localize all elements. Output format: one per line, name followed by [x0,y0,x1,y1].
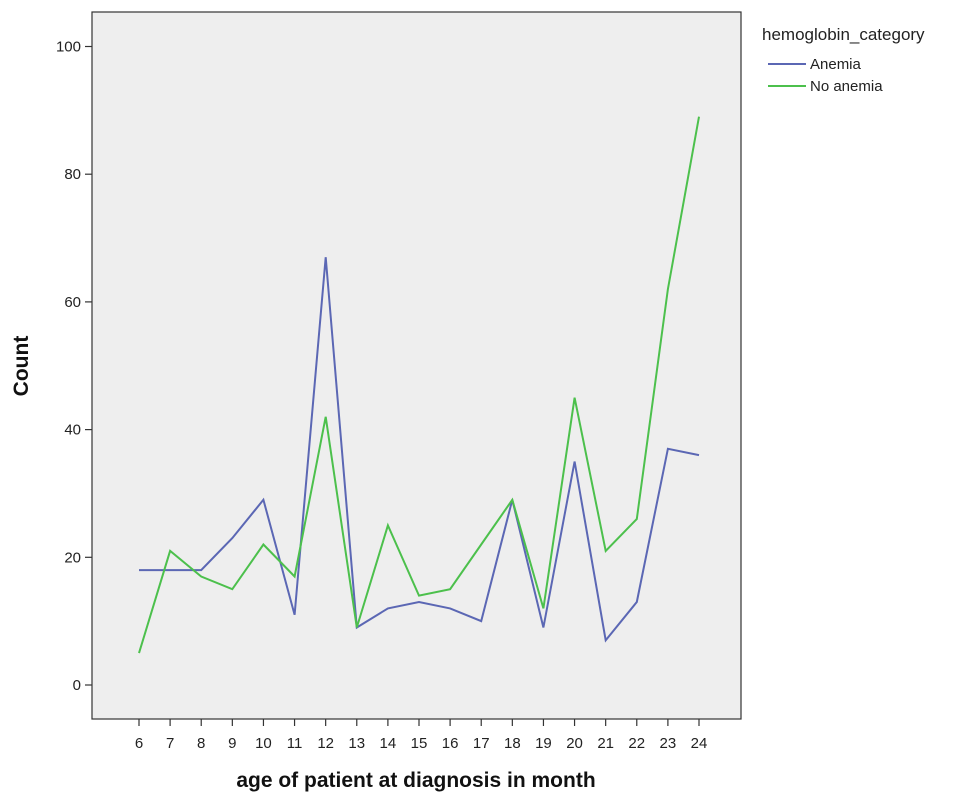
x-tick-label: 17 [473,735,490,752]
x-tick-label: 14 [380,735,397,752]
x-tick-label: 23 [660,735,677,752]
x-tick-label: 13 [348,735,365,752]
x-tick-label: 12 [317,735,334,752]
series-line-no-anemia [138,116,700,654]
x-tick-label: 11 [287,735,303,752]
x-tick-label: 19 [535,735,552,752]
y-tick-label: 0 [73,677,81,694]
x-tick-label: 20 [566,735,583,752]
series-lines [138,116,700,654]
x-tick-label: 8 [197,735,205,752]
x-tick-label: 7 [166,735,174,752]
x-tick-label: 15 [411,735,428,752]
x-tick-label: 18 [504,735,521,752]
legend: hemoglobin_category Anemia No anemia [762,25,925,95]
x-tick-label: 9 [228,735,236,752]
x-axis: 6 7 8 9 10 11 12 13 14 15 16 17 18 19 20 21 22 23 24 [135,719,708,752]
plot-area [91,11,742,720]
x-tick-label: 24 [691,735,708,752]
y-tick-label: 100 [56,39,81,56]
legend-title: hemoglobin_category [762,25,925,44]
y-axis: 0 20 40 60 80 100 [56,39,92,694]
x-tick-label: 22 [628,735,645,752]
series-line-anemia [139,257,700,643]
x-tick-label: 16 [442,735,459,752]
y-tick-label: 20 [64,549,81,566]
y-tick-label: 60 [64,294,81,311]
y-tick-label: 40 [64,422,81,439]
legend-label-anemia: Anemia [810,56,862,73]
y-axis-title: Count [10,336,33,397]
legend-label-no-anemia: No anemia [810,78,883,95]
x-axis-title: age of patient at diagnosis in month [236,769,595,792]
x-tick-label: 6 [135,735,143,752]
x-tick-label: 21 [597,735,614,752]
x-tick-label: 10 [255,735,272,752]
legend-items: Anemia No anemia [768,56,883,95]
y-tick-label: 80 [64,166,81,183]
